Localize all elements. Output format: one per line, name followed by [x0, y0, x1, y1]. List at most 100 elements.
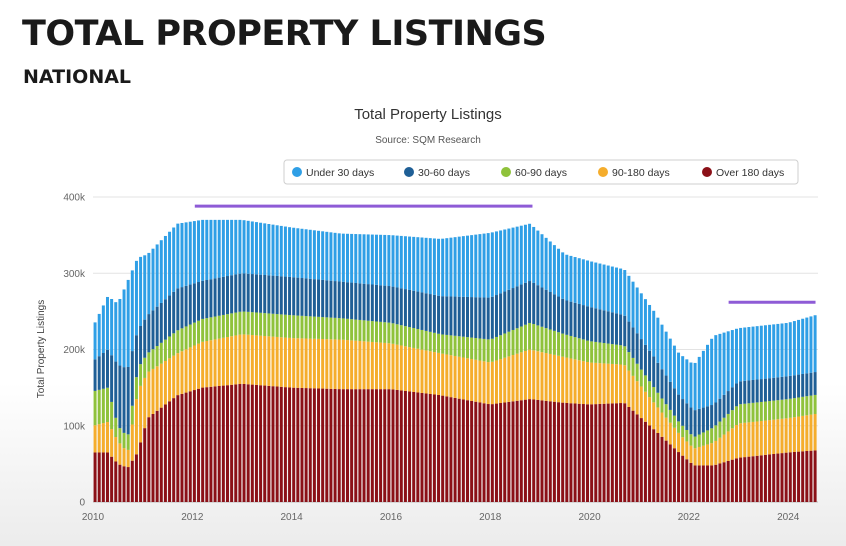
bar-segment-30-60 [259, 274, 263, 313]
bar-segment-30-60 [478, 297, 482, 339]
x-tick-label: 2010 [82, 512, 105, 523]
bar-segment-over-180 [759, 455, 763, 502]
bar [143, 255, 147, 502]
bar-segment-90-180 [263, 335, 267, 386]
bar-segment-30-60 [581, 305, 585, 340]
bar [466, 235, 469, 502]
legend-item-over-180[interactable]: Over 180 days [702, 167, 784, 179]
bar-segment-under-30 [201, 219, 205, 281]
bar-segment-60-90 [143, 357, 147, 378]
bar-segment-60-90 [201, 318, 205, 342]
bar-segment-under-30 [350, 233, 354, 283]
bar-segment-over-180 [383, 389, 387, 502]
bar-segment-90-180 [333, 339, 337, 389]
legend-item-90-180[interactable]: 90-180 days [598, 167, 670, 179]
bar-segment-30-60 [437, 295, 441, 334]
bar-segment-under-30 [358, 234, 362, 284]
bar [134, 260, 138, 502]
bar [139, 256, 143, 502]
bar-segment-60-90 [706, 430, 710, 445]
bar-segment-over-180 [494, 403, 498, 502]
legend-item-under-30[interactable]: Under 30 days [292, 167, 374, 179]
legend-item-30-60[interactable]: 30-60 days [404, 167, 470, 179]
bar-segment-90-180 [176, 353, 180, 396]
bar [428, 238, 432, 502]
bar [354, 234, 358, 502]
bar-segment-over-180 [134, 454, 138, 502]
bar-segment-over-180 [420, 392, 424, 502]
bar-segment-60-90 [283, 314, 287, 338]
bar-segment-over-180 [238, 384, 242, 502]
bar-segment-under-30 [337, 233, 341, 282]
bar-segment-30-60 [677, 394, 681, 422]
bar-segment-90-180 [639, 386, 643, 419]
bar-segment-over-180 [486, 404, 490, 502]
bar-segment-90-180 [681, 437, 685, 456]
bar [230, 219, 234, 502]
bar [234, 219, 238, 502]
bar-segment-30-60 [341, 281, 345, 319]
bar-segment-over-180 [643, 421, 647, 502]
bar-segment-over-180 [523, 399, 527, 502]
bar-segment-under-30 [685, 359, 689, 404]
legend-item-60-90[interactable]: 60-90 days [501, 167, 567, 179]
bar-segment-60-90 [428, 331, 432, 352]
chart-legend: Under 30 days 30-60 days 60-90 days 90-1… [283, 159, 799, 185]
bar-segment-30-60 [254, 274, 258, 313]
bar-segment-under-30 [528, 223, 532, 282]
bar-segment-30-60 [668, 381, 672, 410]
bar [710, 338, 714, 502]
bar-segment-60-90 [503, 333, 507, 358]
bar-segment-under-30 [263, 223, 267, 275]
bar-segment-over-180 [329, 388, 333, 502]
bar-segment-30-60 [387, 286, 391, 323]
bar-segment-under-30 [606, 265, 610, 312]
bar-segment-over-180 [784, 452, 788, 502]
bar-segment-30-60 [631, 327, 635, 358]
bar [515, 226, 519, 502]
bar-segment-60-90 [660, 398, 664, 413]
bar-segment-60-90 [432, 332, 436, 353]
bar-segment-60-90 [238, 311, 242, 335]
chart-title: Total Property Listings [354, 106, 502, 123]
bar [780, 323, 784, 502]
bar-segment-90-180 [358, 341, 362, 390]
bar-segment-90-180 [300, 338, 304, 388]
bar-segment-under-30 [507, 228, 511, 290]
bar-segment-60-90 [490, 338, 494, 362]
bar-segment-30-60 [805, 373, 809, 397]
bar-segment-60-90 [333, 317, 337, 340]
bar-segment-90-180 [672, 427, 676, 449]
bar-segment-60-90 [292, 315, 296, 339]
bar-segment-30-60 [577, 303, 581, 339]
bar [594, 262, 598, 502]
bar-segment-over-180 [631, 410, 635, 502]
bar-segment-60-90 [726, 413, 730, 432]
bar [503, 229, 507, 502]
bar-segment-90-180 [259, 335, 263, 386]
bar-segment-60-90 [598, 342, 602, 364]
bar-segment-90-180 [325, 339, 329, 389]
bar [246, 220, 250, 502]
bar-segment-90-180 [594, 362, 598, 405]
bar-segment-30-60 [590, 307, 594, 342]
bar-segment-90-180 [230, 336, 234, 385]
bar-segment-90-180 [689, 445, 693, 463]
bar [726, 331, 730, 502]
bar [623, 270, 627, 502]
bar-segment-60-90 [420, 329, 424, 350]
bar-segment-90-180 [159, 363, 163, 408]
bar-segment-under-30 [374, 234, 378, 285]
bar-segment-over-180 [337, 389, 341, 502]
bar-segment-30-60 [772, 377, 776, 401]
bar-segment-30-60 [755, 379, 759, 403]
bar-segment-over-180 [387, 389, 391, 502]
bar-segment-under-30 [801, 318, 805, 374]
bar-segment-30-60 [594, 308, 598, 342]
bar-segment-60-90 [122, 432, 126, 449]
bar-segment-under-30 [813, 315, 817, 373]
bar-segment-over-180 [470, 400, 474, 502]
bar [540, 234, 544, 502]
bar-segment-30-60 [672, 388, 676, 416]
bar-segment-under-30 [478, 234, 482, 298]
